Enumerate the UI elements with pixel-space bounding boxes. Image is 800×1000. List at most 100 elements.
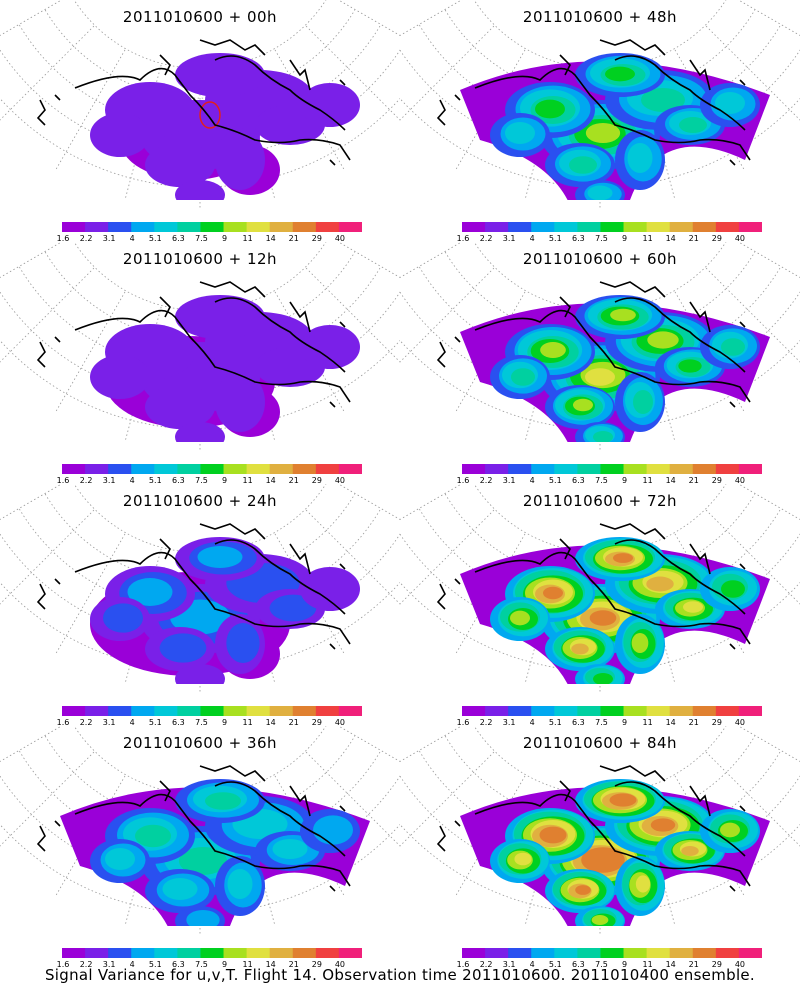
colorbar-tick-label: 7.5: [195, 476, 208, 485]
colorbar-swatch: [154, 706, 178, 716]
colorbar-tick-label: 7.5: [195, 718, 208, 727]
colorbar-swatch: [462, 948, 486, 958]
colorbar-swatch: [315, 948, 340, 958]
colorbar-swatch: [600, 948, 625, 958]
coastline: [436, 765, 751, 892]
colorbar: [462, 706, 762, 716]
colorbar-swatch: [646, 222, 671, 232]
colorbar-swatch: [338, 464, 362, 474]
colorbar-tick-label: 2.2: [479, 476, 493, 485]
colorbar-tick-label: 11: [242, 476, 253, 485]
variance-field: [460, 53, 770, 200]
colorbar-tick-label: 14: [265, 718, 276, 727]
colorbar-swatch: [623, 464, 648, 474]
colorbar-tick-label: 6.3: [172, 960, 185, 969]
colorbar: [62, 464, 362, 474]
panel-title: 2011010600 + 36h: [122, 734, 278, 752]
colorbar-tick-label: 6.3: [172, 234, 185, 243]
colorbar-swatch: [623, 706, 648, 716]
polar-map: [0, 242, 400, 452]
colorbar-swatch: [600, 464, 625, 474]
colorbar-swatch: [246, 222, 271, 232]
map-panel-6: 2011010600 + 36h 1.6 2.2 3.1 4 5.1 6.3 7.5 9 11 14…: [0, 726, 400, 969]
polar-map: [0, 726, 400, 936]
colorbar: [462, 948, 762, 958]
map-panel-7: 2011010600 + 84h 1.6 2.2 3.1 4 5.1 6.3 7.5 9 11 14…: [400, 726, 800, 969]
colorbar-tick-label: 4: [529, 476, 535, 485]
colorbar-swatch: [315, 222, 340, 232]
colorbar-tick-label: 4: [529, 960, 535, 969]
colorbar-tick-label: 2.2: [79, 476, 93, 485]
colorbar-swatch: [85, 706, 109, 716]
colorbar-tick-label: 3.1: [102, 960, 116, 969]
colorbar-tick-label: 1.6: [456, 960, 470, 969]
colorbar-tick-label: 21: [688, 960, 699, 969]
colorbar-tick-label: 4: [529, 718, 535, 727]
colorbar-swatch: [246, 948, 271, 958]
colorbar-tick-label: 11: [642, 476, 653, 485]
colorbar-swatch: [131, 706, 155, 716]
colorbar-tick-label: 21: [688, 476, 699, 485]
polar-map: [400, 242, 800, 452]
colorbar-tick-label: 29: [711, 718, 722, 727]
colorbar-tick-label: 14: [265, 476, 276, 485]
colorbar-swatch: [177, 464, 201, 474]
colorbar-tick-label: 14: [265, 960, 276, 969]
colorbar-tick-label: 7.5: [595, 960, 608, 969]
colorbar-tick-label: 9: [621, 718, 628, 727]
colorbar-swatch: [246, 464, 271, 474]
colorbar: [62, 706, 362, 716]
colorbar-swatch: [131, 464, 155, 474]
colorbar-tick-label: 3.1: [502, 718, 516, 727]
colorbar-tick-label: 11: [642, 234, 653, 243]
colorbar-tick-label: 29: [311, 476, 322, 485]
figure-caption: Signal Variance for u,v,T. Flight 14. Ob…: [44, 966, 756, 984]
colorbar-tick-label: 1.6: [56, 960, 70, 969]
panel-title: 2011010600 + 60h: [522, 250, 678, 268]
colorbar-swatch: [715, 464, 740, 474]
colorbar-tick-label: 2.2: [479, 718, 493, 727]
colorbar-swatch: [577, 464, 601, 474]
colorbar-tick-label: 5.1: [148, 718, 162, 727]
colorbar-swatch: [85, 464, 109, 474]
colorbar-tick-label: 21: [688, 234, 699, 243]
colorbar-tick-label: 1.6: [456, 234, 470, 243]
colorbar-swatch: [269, 464, 294, 474]
colorbar-tick-label: 4: [529, 234, 535, 243]
variance-field: [60, 779, 370, 926]
colorbar-swatch: [623, 222, 648, 232]
colorbar-swatch: [554, 464, 578, 474]
colorbar-tick-label: 29: [311, 718, 322, 727]
colorbar-swatch: [508, 222, 532, 232]
colorbar-tick-label: 14: [665, 234, 676, 243]
colorbar-tick-label: 7.5: [195, 234, 208, 243]
colorbar-tick-label: 2.2: [79, 234, 93, 243]
colorbar-tick-label: 2.2: [79, 718, 93, 727]
polar-map: [400, 484, 800, 694]
colorbar-swatch: [154, 464, 178, 474]
colorbar-tick-label: 9: [221, 960, 228, 969]
colorbar-tick-label: 1.6: [456, 718, 470, 727]
coastline: [436, 523, 751, 650]
colorbar-swatch: [738, 222, 762, 232]
colorbar-tick-label: 2.2: [479, 960, 493, 969]
colorbar-tick-label: 40: [334, 960, 346, 969]
map-panel-0: 2011010600 + 00h 1.6 2.2 3.1 4 5.1 6.3 7.5 9 11 14…: [0, 0, 400, 243]
colorbar-tick-label: 7.5: [595, 476, 608, 485]
colorbar-swatch: [338, 706, 362, 716]
panel-title: 2011010600 + 84h: [522, 734, 678, 752]
colorbar-swatch: [200, 948, 225, 958]
colorbar-swatch: [485, 464, 509, 474]
colorbar-swatch: [154, 948, 178, 958]
colorbar-tick-label: 21: [288, 476, 299, 485]
colorbar-tick-label: 1.6: [56, 718, 70, 727]
colorbar-tick-label: 3.1: [102, 476, 116, 485]
colorbar-swatch: [646, 948, 671, 958]
colorbar-swatch: [738, 948, 762, 958]
colorbar-swatch: [269, 706, 294, 716]
colorbar-swatch: [292, 948, 317, 958]
colorbar-swatch: [508, 948, 532, 958]
colorbar-swatch: [292, 222, 317, 232]
colorbar-tick-label: 5.1: [148, 234, 162, 243]
variance-field: [460, 537, 770, 684]
